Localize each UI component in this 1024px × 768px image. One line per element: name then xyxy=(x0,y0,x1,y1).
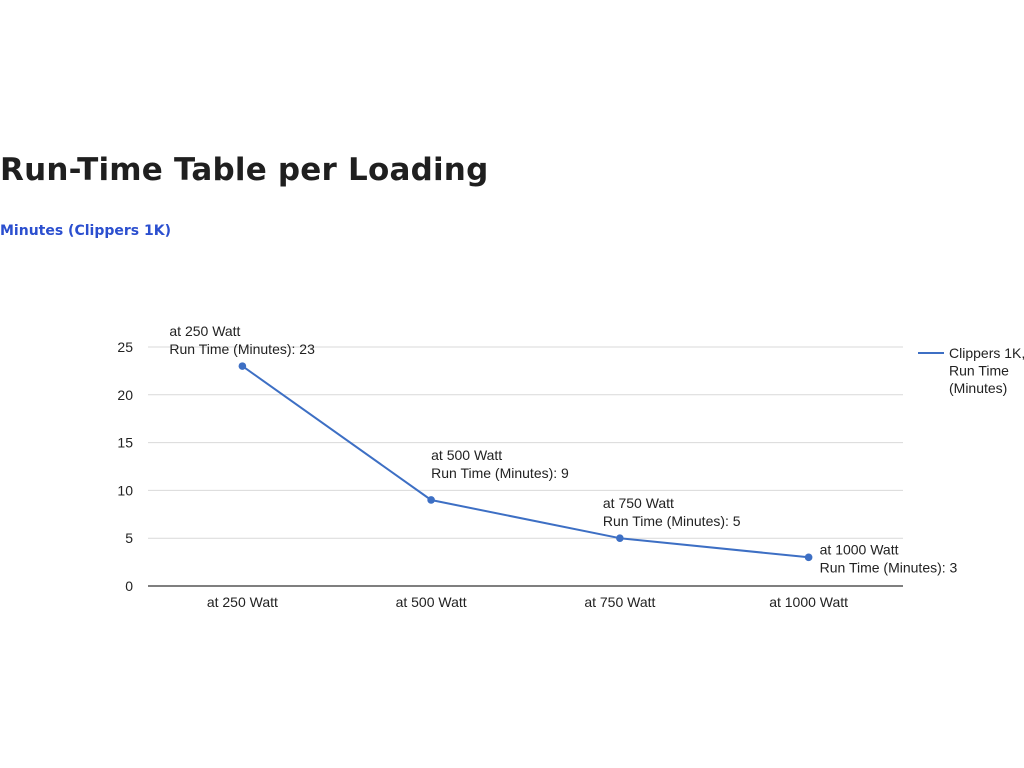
data-point xyxy=(238,362,247,370)
x-tick-label: at 1000 Watt xyxy=(769,594,848,610)
x-tick-label: at 750 Watt xyxy=(584,594,655,610)
y-tick-label: 5 xyxy=(125,530,133,546)
legend-label: (Minutes) xyxy=(949,380,1007,396)
x-tick-label: at 500 Watt xyxy=(396,594,467,610)
series-line xyxy=(241,365,809,559)
data-point xyxy=(804,553,813,562)
data-label: Run Time (Minutes): 5 xyxy=(603,513,741,529)
legend-label: Run Time xyxy=(949,363,1009,379)
y-tick-label: 20 xyxy=(117,387,133,403)
data-label: Run Time (Minutes): 9 xyxy=(431,465,569,481)
data-label: Run Time (Minutes): 3 xyxy=(820,559,958,575)
data-label: Run Time (Minutes): 23 xyxy=(169,341,315,357)
data-point xyxy=(616,534,624,542)
data-label: at 1000 Watt xyxy=(820,541,899,557)
page-title: Run-Time Table per Loading xyxy=(0,152,489,188)
data-label: at 500 Watt xyxy=(431,447,502,463)
y-tick-label: 15 xyxy=(117,435,133,451)
y-tick-label: 25 xyxy=(117,339,133,355)
y-tick-label: 10 xyxy=(117,482,133,498)
y-tick-label: 0 xyxy=(125,578,133,594)
legend-label: Clippers 1K, xyxy=(949,345,1024,361)
x-tick-label: at 250 Watt xyxy=(207,594,278,610)
page-subtitle: Minutes (Clippers 1K) xyxy=(0,223,171,239)
data-label: at 750 Watt xyxy=(603,495,674,511)
data-point xyxy=(427,496,435,504)
data-label: at 250 Watt xyxy=(169,323,240,339)
